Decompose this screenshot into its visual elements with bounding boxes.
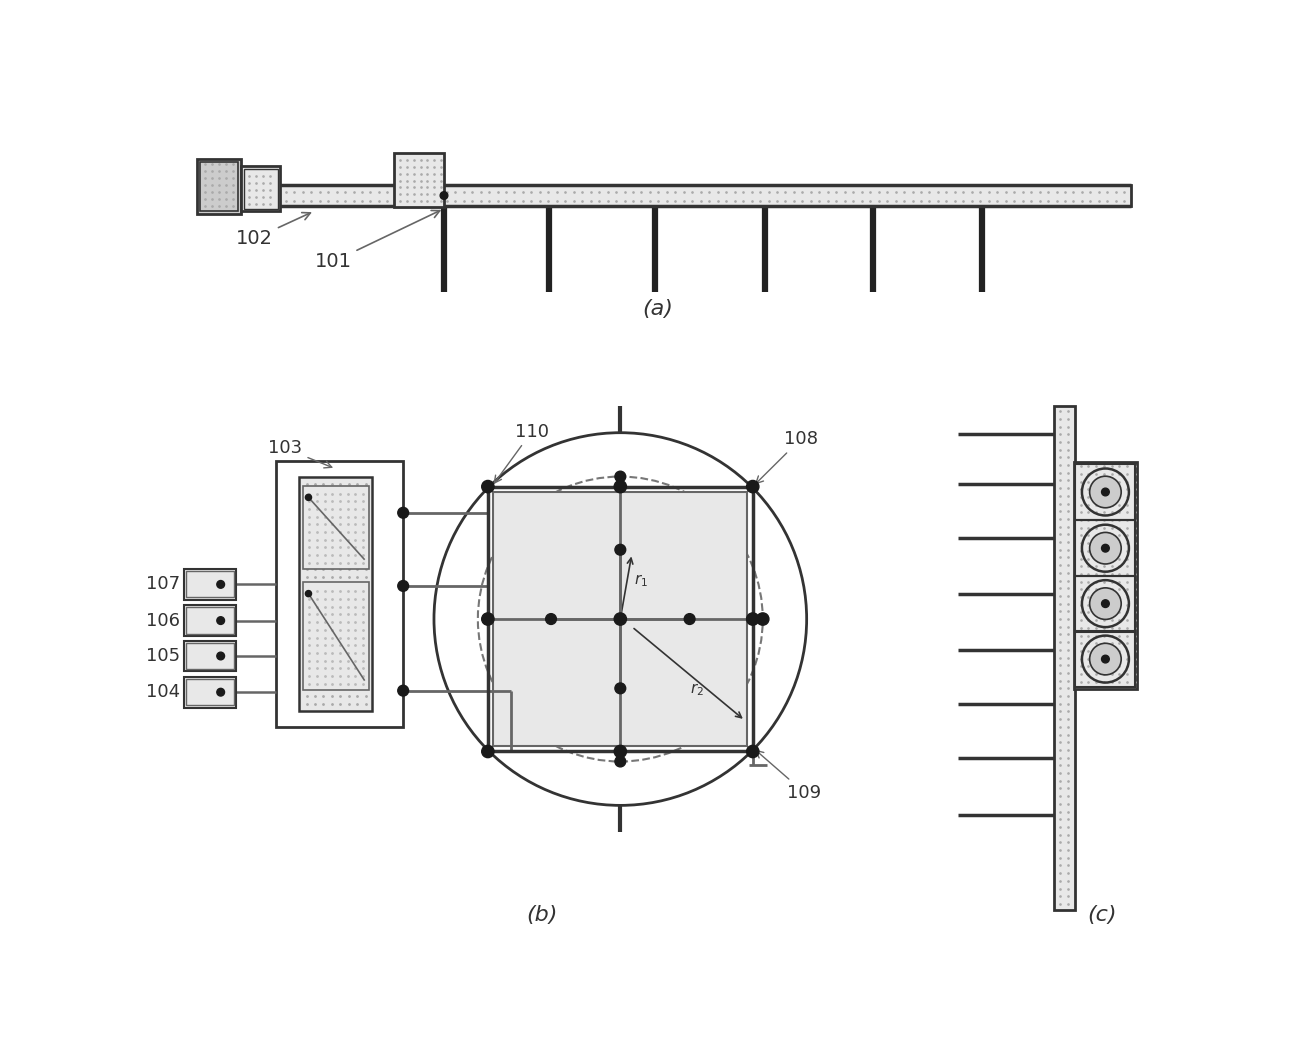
Circle shape xyxy=(1102,488,1109,495)
Text: (a): (a) xyxy=(642,300,672,320)
Bar xyxy=(183,569,236,600)
Circle shape xyxy=(615,544,626,555)
Circle shape xyxy=(614,745,627,757)
Circle shape xyxy=(747,613,759,625)
Bar xyxy=(244,168,277,208)
Circle shape xyxy=(481,745,494,757)
Bar xyxy=(197,159,241,214)
Text: 110: 110 xyxy=(494,423,548,483)
Bar xyxy=(1076,631,1135,687)
Circle shape xyxy=(1102,655,1109,663)
Circle shape xyxy=(306,494,312,501)
Circle shape xyxy=(1090,532,1121,564)
Circle shape xyxy=(546,613,556,625)
Bar xyxy=(488,487,753,751)
Circle shape xyxy=(615,471,626,482)
Bar xyxy=(276,461,404,727)
Circle shape xyxy=(757,613,769,625)
Text: 103: 103 xyxy=(268,440,332,468)
Bar xyxy=(1076,520,1135,576)
Circle shape xyxy=(481,613,494,625)
Text: (b): (b) xyxy=(526,906,557,926)
Text: 109: 109 xyxy=(756,750,822,802)
Bar xyxy=(1073,462,1136,689)
Bar xyxy=(183,605,236,636)
Circle shape xyxy=(440,191,448,200)
Text: 104: 104 xyxy=(146,683,179,702)
Text: 107: 107 xyxy=(146,575,179,593)
Bar xyxy=(241,166,280,211)
Circle shape xyxy=(684,613,695,625)
Text: $r_2$: $r_2$ xyxy=(690,681,704,697)
Circle shape xyxy=(1090,643,1121,675)
Bar xyxy=(1054,406,1076,910)
Text: 105: 105 xyxy=(146,647,179,665)
Circle shape xyxy=(217,688,224,696)
Text: 108: 108 xyxy=(756,430,818,484)
Bar xyxy=(1076,575,1135,632)
Circle shape xyxy=(397,581,409,591)
Text: 102: 102 xyxy=(236,213,311,248)
Text: 101: 101 xyxy=(315,210,440,271)
Bar xyxy=(303,486,369,569)
Circle shape xyxy=(217,581,224,588)
Circle shape xyxy=(217,616,224,625)
Bar xyxy=(186,643,233,669)
Circle shape xyxy=(615,683,626,693)
Bar xyxy=(186,571,233,598)
Bar xyxy=(303,582,369,690)
Circle shape xyxy=(1102,600,1109,607)
Circle shape xyxy=(615,756,626,767)
Bar xyxy=(393,154,444,207)
Circle shape xyxy=(481,481,494,492)
Bar xyxy=(493,492,747,746)
Bar xyxy=(200,162,239,211)
Bar xyxy=(237,185,1131,206)
Text: (c): (c) xyxy=(1087,906,1117,926)
Bar xyxy=(186,607,233,633)
Circle shape xyxy=(614,613,627,625)
Circle shape xyxy=(306,590,312,596)
Circle shape xyxy=(747,481,759,492)
Bar xyxy=(183,641,236,671)
Bar xyxy=(186,680,233,705)
Bar xyxy=(1076,464,1135,520)
Circle shape xyxy=(217,652,224,660)
Circle shape xyxy=(1090,477,1121,508)
Circle shape xyxy=(1102,544,1109,552)
Bar xyxy=(299,477,373,711)
Circle shape xyxy=(614,481,627,492)
Circle shape xyxy=(397,507,409,519)
Bar xyxy=(183,676,236,708)
Text: 106: 106 xyxy=(146,611,179,629)
Circle shape xyxy=(1090,588,1121,620)
Text: $r_1$: $r_1$ xyxy=(635,572,648,589)
Circle shape xyxy=(747,745,759,757)
Circle shape xyxy=(397,685,409,696)
